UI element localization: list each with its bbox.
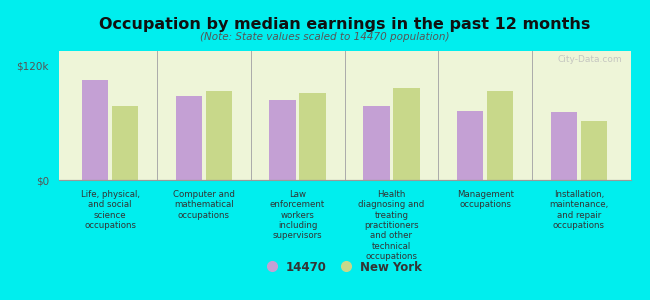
Bar [176, 96, 202, 180]
Text: City-Data.com: City-Data.com [557, 55, 622, 64]
Text: (Note: State values scaled to 14470 population): (Note: State values scaled to 14470 popu… [200, 32, 450, 41]
Bar [551, 112, 577, 180]
Bar [112, 106, 138, 180]
Bar [300, 93, 326, 180]
Bar [270, 100, 296, 180]
Legend: 14470, New York: 14470, New York [264, 257, 425, 277]
Bar [393, 88, 419, 180]
Bar [82, 80, 108, 180]
Bar [487, 91, 514, 180]
Bar [581, 121, 607, 180]
Bar [457, 111, 484, 180]
Bar [205, 91, 232, 180]
Bar [363, 106, 389, 180]
Title: Occupation by median earnings in the past 12 months: Occupation by median earnings in the pas… [99, 17, 590, 32]
